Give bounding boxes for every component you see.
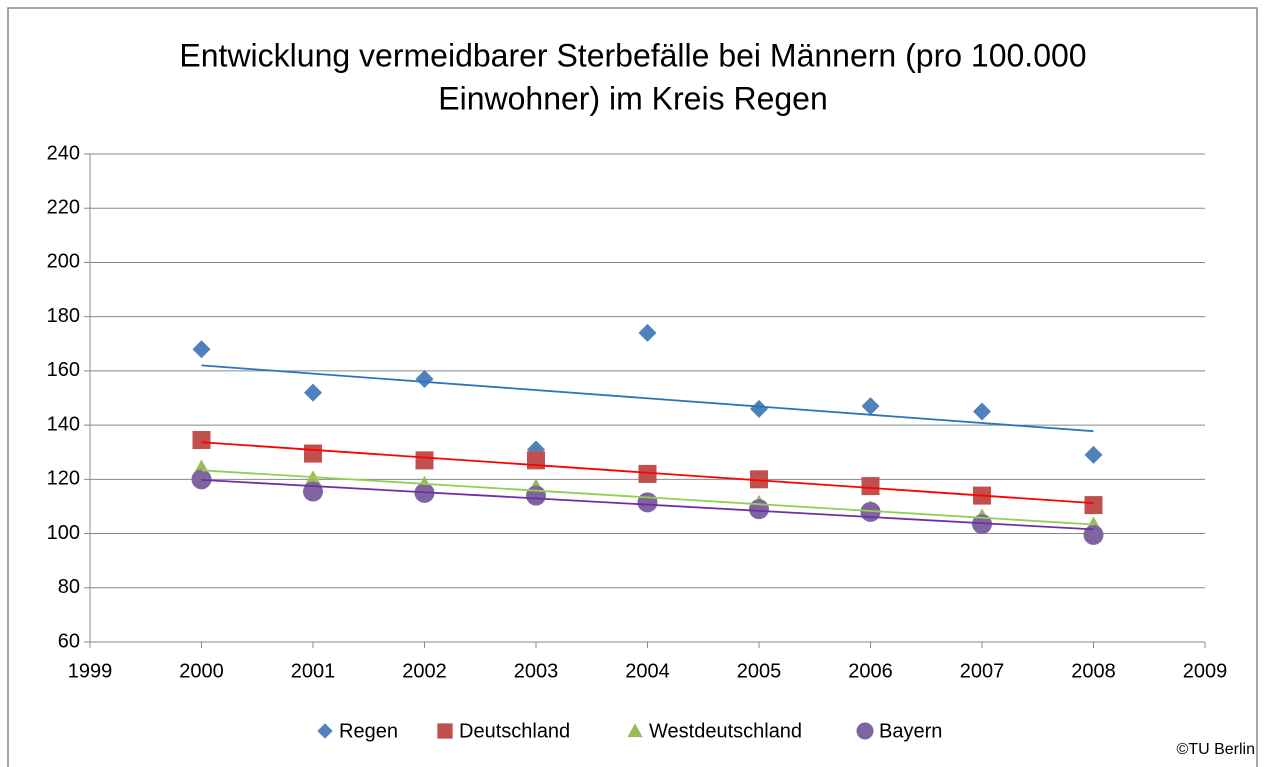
x-tick-label: 2003 [514,660,559,682]
trendline [201,364,1094,433]
legend-marker [437,723,453,739]
legend-label: Westdeutschland [649,720,802,742]
chart-title: Entwicklung vermeidbarer Sterbefälle bei… [179,37,1086,73]
trendline [201,441,1094,505]
legend-label: Deutschland [459,720,570,742]
data-point [304,444,322,463]
x-tick-label: 2009 [1183,660,1228,682]
legend-marker [627,723,643,738]
y-tick-label: 180 [47,305,80,327]
data-point [861,477,880,496]
y-tick-label: 200 [47,251,80,273]
x-tick-label: 2000 [179,660,224,682]
data-point [1084,445,1103,464]
chart-border [7,7,1258,767]
data-point [527,451,545,470]
data-point [303,481,323,502]
x-tick-label: 2008 [1071,660,1116,682]
y-tick-label: 220 [47,197,80,219]
trendline [201,478,1094,531]
data-point [638,323,657,342]
data-point [304,383,322,402]
y-tick-label: 120 [47,468,80,490]
y-tick-label: 160 [47,359,80,381]
legend-label: Regen [339,720,398,742]
x-tick-label: 1999 [68,660,113,682]
chart-title: Einwohner) im Kreis Regen [438,80,828,116]
x-tick-label: 2004 [625,660,670,682]
data-point [638,464,657,483]
data-point [415,370,434,389]
x-tick-label: 2001 [291,660,336,682]
data-point [750,470,768,489]
x-tick-label: 2006 [848,660,893,682]
data-point [973,402,991,421]
y-tick-label: 80 [58,576,80,598]
legend-marker [856,722,874,740]
data-point [861,397,880,416]
y-tick-label: 140 [47,413,80,435]
data-point [192,340,211,359]
x-tick-label: 2007 [960,660,1005,682]
x-tick-label: 2005 [737,660,782,682]
data-point [749,499,769,520]
data-point [1084,496,1103,515]
data-point [750,399,768,418]
data-point [304,470,322,487]
y-tick-label: 60 [58,630,80,652]
data-point [1083,524,1104,545]
data-point [191,469,212,490]
data-point [637,492,658,513]
y-tick-label: 240 [47,142,80,164]
trendline [201,469,1094,526]
data-point [526,485,546,506]
credit: ©TU Berlin [1177,741,1255,758]
data-point [192,431,211,450]
legend-label: Bayern [879,720,942,742]
x-tick-label: 2002 [402,660,447,682]
y-tick-label: 100 [47,522,80,544]
data-point [415,451,434,470]
